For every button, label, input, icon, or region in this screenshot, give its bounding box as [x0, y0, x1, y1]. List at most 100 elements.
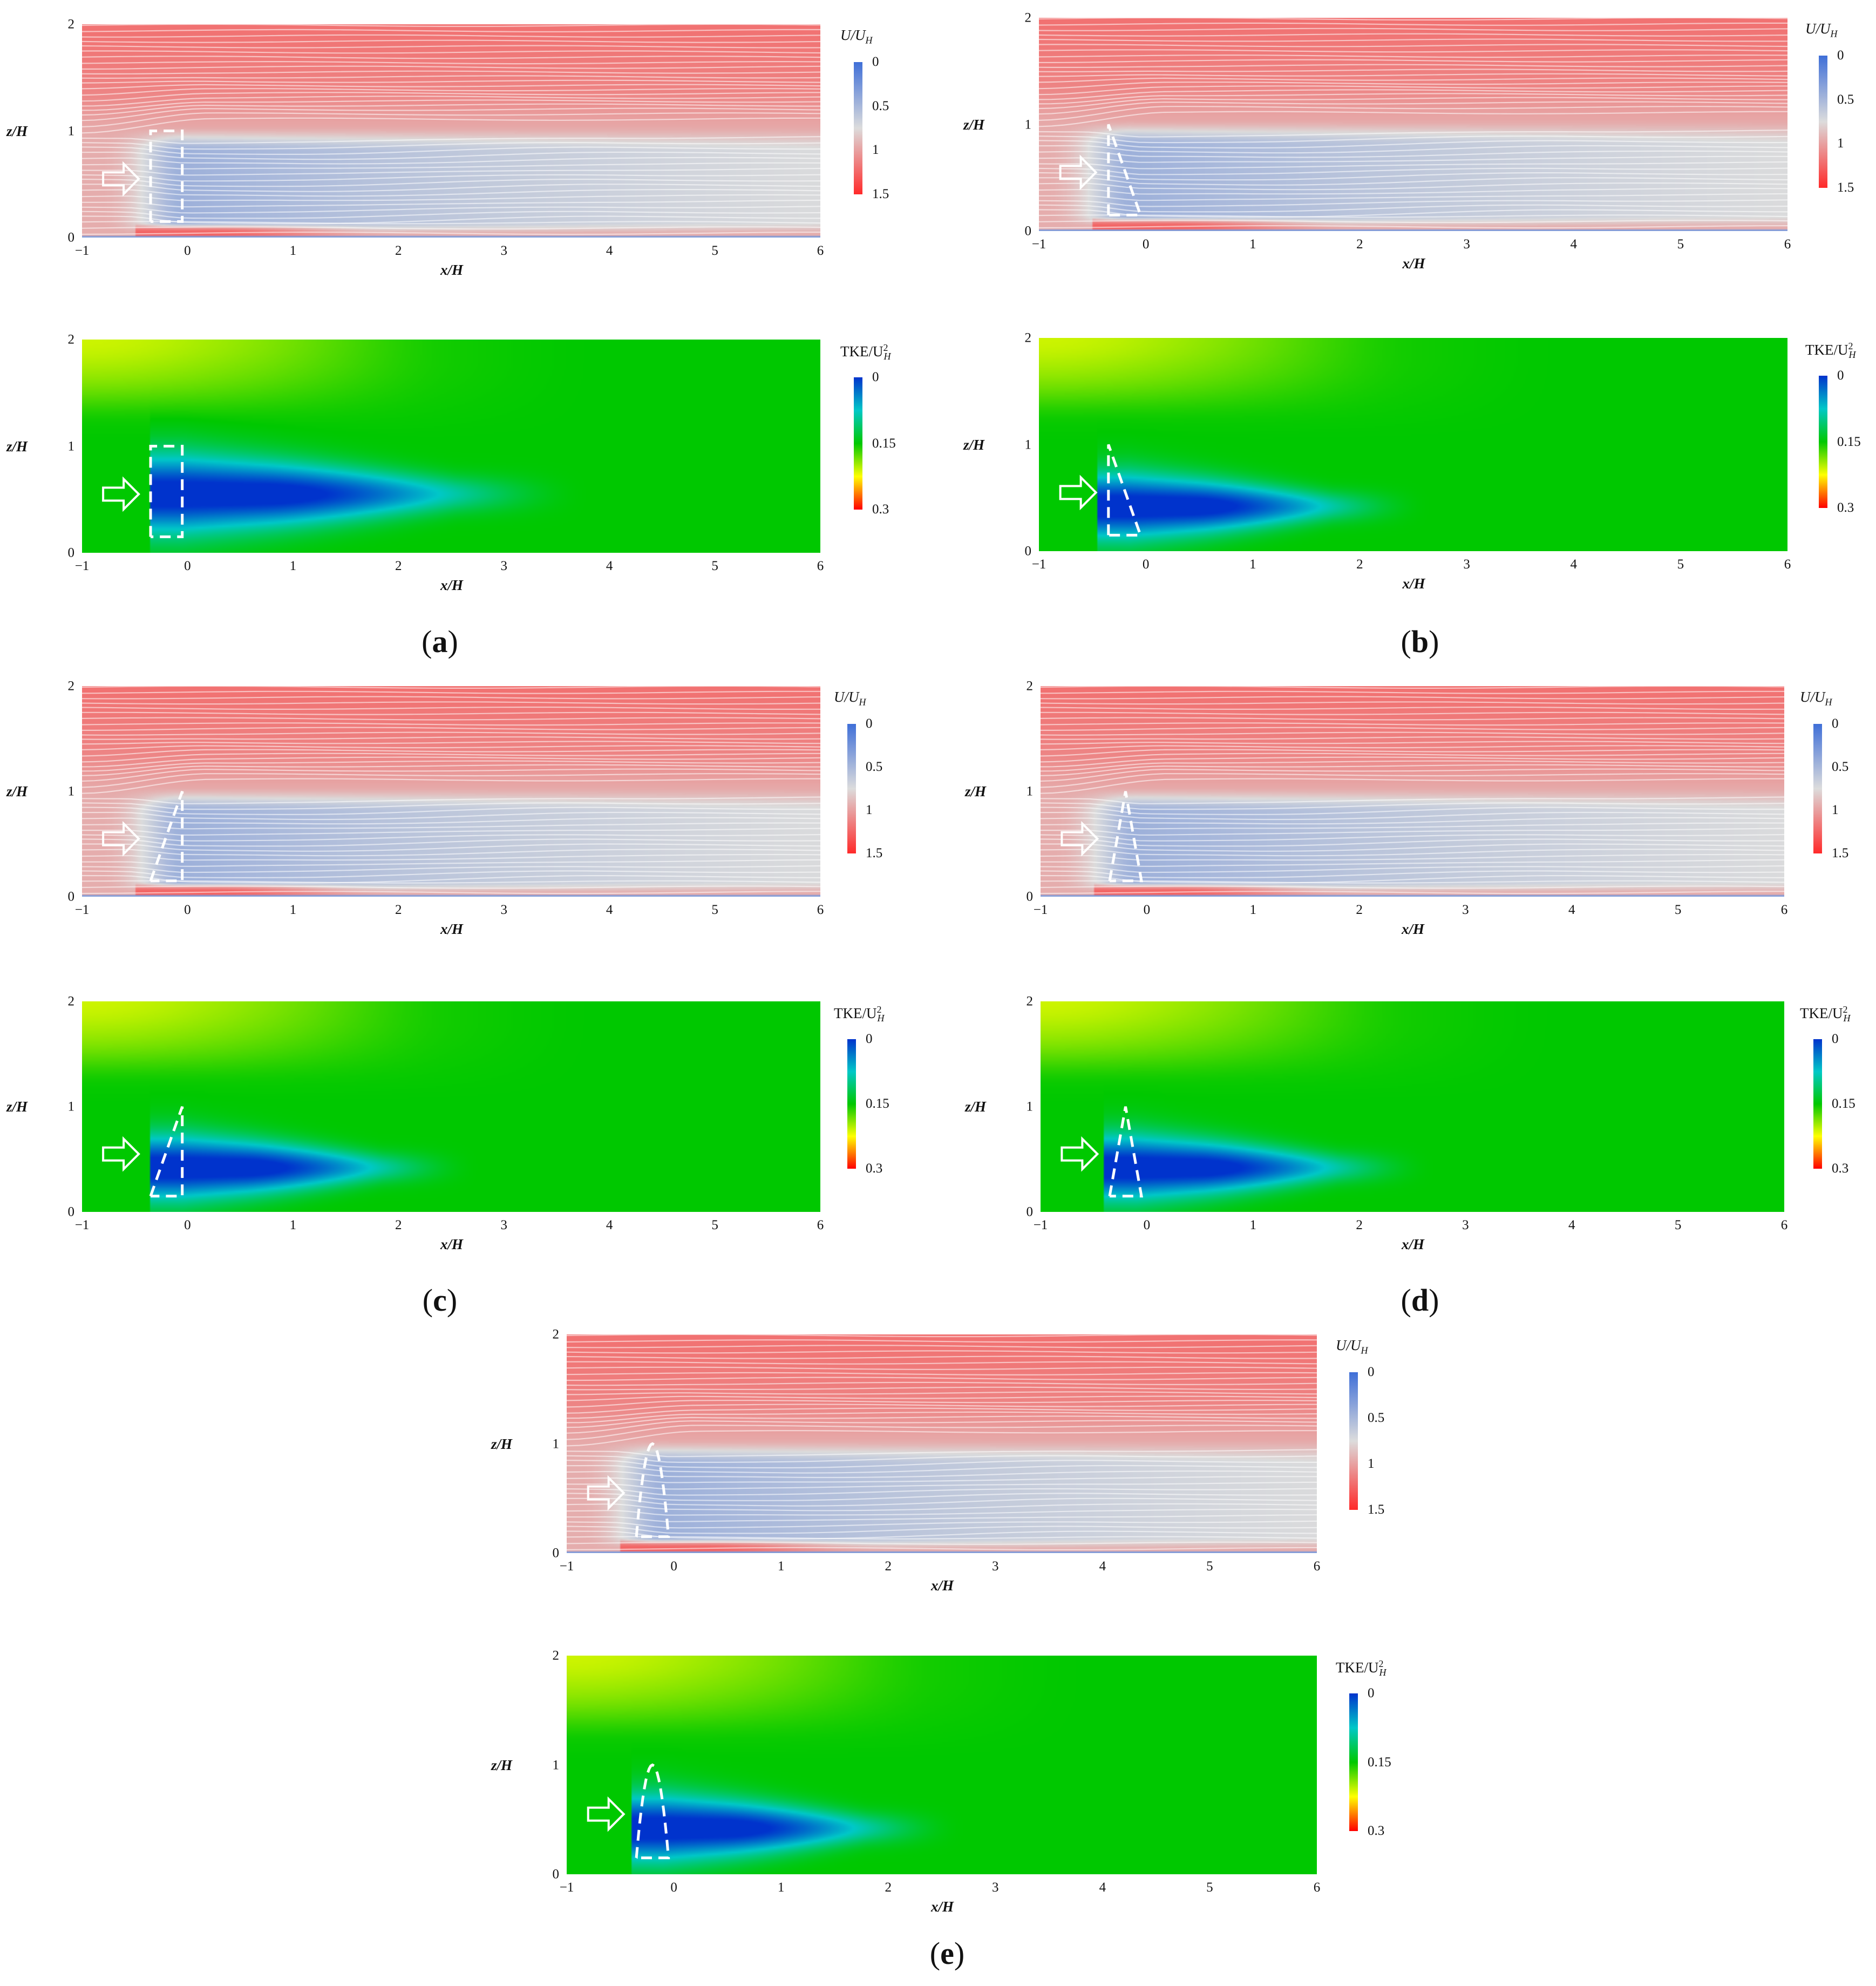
streamline — [567, 1536, 1317, 1540]
y-tick-label: 2 — [67, 679, 75, 694]
x-tick-label: −1 — [74, 1218, 90, 1232]
streamline — [82, 828, 820, 836]
streamline — [567, 1404, 1317, 1414]
x-tick-label: 5 — [1206, 1880, 1213, 1895]
streamline — [82, 84, 820, 90]
streamline — [82, 206, 820, 214]
x-tick-label: 1 — [1249, 1218, 1256, 1232]
colorbar-tick-label: 1 — [872, 143, 879, 158]
y-tick-label: 0 — [1024, 544, 1032, 559]
streamline — [1041, 764, 1784, 776]
streamline — [82, 136, 820, 144]
x-tick-label: 2 — [395, 559, 402, 573]
streamline — [567, 1400, 1317, 1408]
tke-plot — [567, 1656, 1317, 1874]
y-tick-label: 0 — [552, 1546, 560, 1561]
tke-heatmap — [82, 1001, 820, 1212]
streamline — [567, 1449, 1317, 1458]
streamline — [567, 1372, 1317, 1375]
streamline — [82, 184, 820, 192]
y-axis-label: z/H — [963, 436, 985, 453]
colorbar-tick-label: 0.5 — [872, 98, 889, 113]
streamline — [1039, 209, 1787, 218]
streamline — [1041, 773, 1784, 788]
streamline — [1041, 731, 1784, 736]
colorbar-title: U/UH — [834, 689, 866, 708]
streamline — [1041, 753, 1784, 763]
x-tick-label: 3 — [992, 1559, 999, 1574]
x-tick-label: 6 — [1784, 237, 1791, 252]
x-tick-label: 3 — [1463, 557, 1470, 572]
velocity-plot — [1041, 686, 1784, 897]
streamline — [82, 162, 820, 170]
streamline — [82, 717, 820, 721]
streamlines — [82, 24, 820, 235]
streamline — [82, 849, 820, 857]
x-tick-label: 3 — [1462, 1218, 1469, 1232]
streamline — [567, 1334, 1317, 1338]
streamline — [1041, 822, 1784, 830]
streamline — [1039, 177, 1787, 186]
x-tick-label: 5 — [711, 1218, 718, 1232]
x-tick-label: 0 — [1142, 557, 1150, 572]
streamline — [567, 1407, 1317, 1419]
y-tick-label: 2 — [67, 332, 75, 347]
streamline — [1039, 214, 1787, 218]
y-tick-label: 0 — [67, 889, 75, 904]
colorbar-gradient — [847, 724, 856, 853]
streamline — [1039, 130, 1787, 138]
x-tick-label: 2 — [1356, 237, 1363, 252]
streamline — [1041, 701, 1784, 705]
streamline — [1039, 49, 1787, 53]
y-axis-label: z/H — [965, 1099, 987, 1115]
y-tick-label: 1 — [67, 439, 75, 453]
streamline — [82, 70, 820, 74]
obstacle-outline — [633, 1442, 670, 1538]
x-tick-label: 3 — [500, 903, 507, 917]
streamline — [82, 811, 820, 821]
streamline — [82, 749, 820, 757]
y-tick-label: 2 — [1026, 679, 1034, 694]
streamline — [1041, 806, 1784, 815]
x-tick-label: −1 — [1033, 1218, 1048, 1232]
streamline — [1041, 696, 1784, 700]
colorbar-title: TKE/U2H — [834, 1004, 885, 1024]
streamlines — [82, 686, 820, 894]
streamline — [1039, 187, 1787, 195]
streamline — [1041, 722, 1784, 726]
obstacle-outline — [149, 130, 184, 223]
tke-plot — [1041, 1001, 1784, 1212]
streamline — [82, 39, 820, 43]
streamline — [1039, 199, 1787, 207]
streamline — [1039, 106, 1787, 121]
colorbar-tick-label: 0.3 — [866, 1161, 883, 1176]
streamline — [82, 853, 820, 861]
colorbar-tick-label: 0.5 — [1837, 92, 1854, 107]
x-axis-label: x/H — [440, 262, 464, 278]
streamline — [82, 727, 820, 731]
x-tick-label: −1 — [1031, 237, 1046, 252]
streamline — [82, 174, 820, 182]
streamline — [567, 1526, 1317, 1534]
x-tick-label: 1 — [777, 1559, 785, 1574]
streamline — [82, 146, 820, 155]
streamline — [1039, 28, 1787, 31]
obstacle-outline — [1108, 1106, 1143, 1198]
streamline — [82, 99, 820, 111]
colorbar-title: U/UH — [1336, 1337, 1368, 1356]
streamline — [1039, 55, 1787, 58]
streamline — [1041, 875, 1784, 884]
y-tick-label: 0 — [1026, 889, 1034, 904]
obstacle-outline — [1107, 124, 1143, 216]
colorbar-tick-label: 0.5 — [1832, 760, 1849, 774]
streamline — [1039, 150, 1787, 158]
streamline — [1039, 182, 1787, 191]
y-tick-label: 2 — [67, 17, 75, 32]
tke-overlay — [102, 1106, 184, 1198]
streamline — [1039, 93, 1787, 105]
streamline — [82, 885, 820, 889]
colorbar-tick-label: 0 — [866, 716, 873, 731]
y-tick-label: 0 — [552, 1867, 560, 1882]
x-axis-label: x/H — [1402, 921, 1425, 937]
x-tick-label: 5 — [711, 559, 718, 573]
